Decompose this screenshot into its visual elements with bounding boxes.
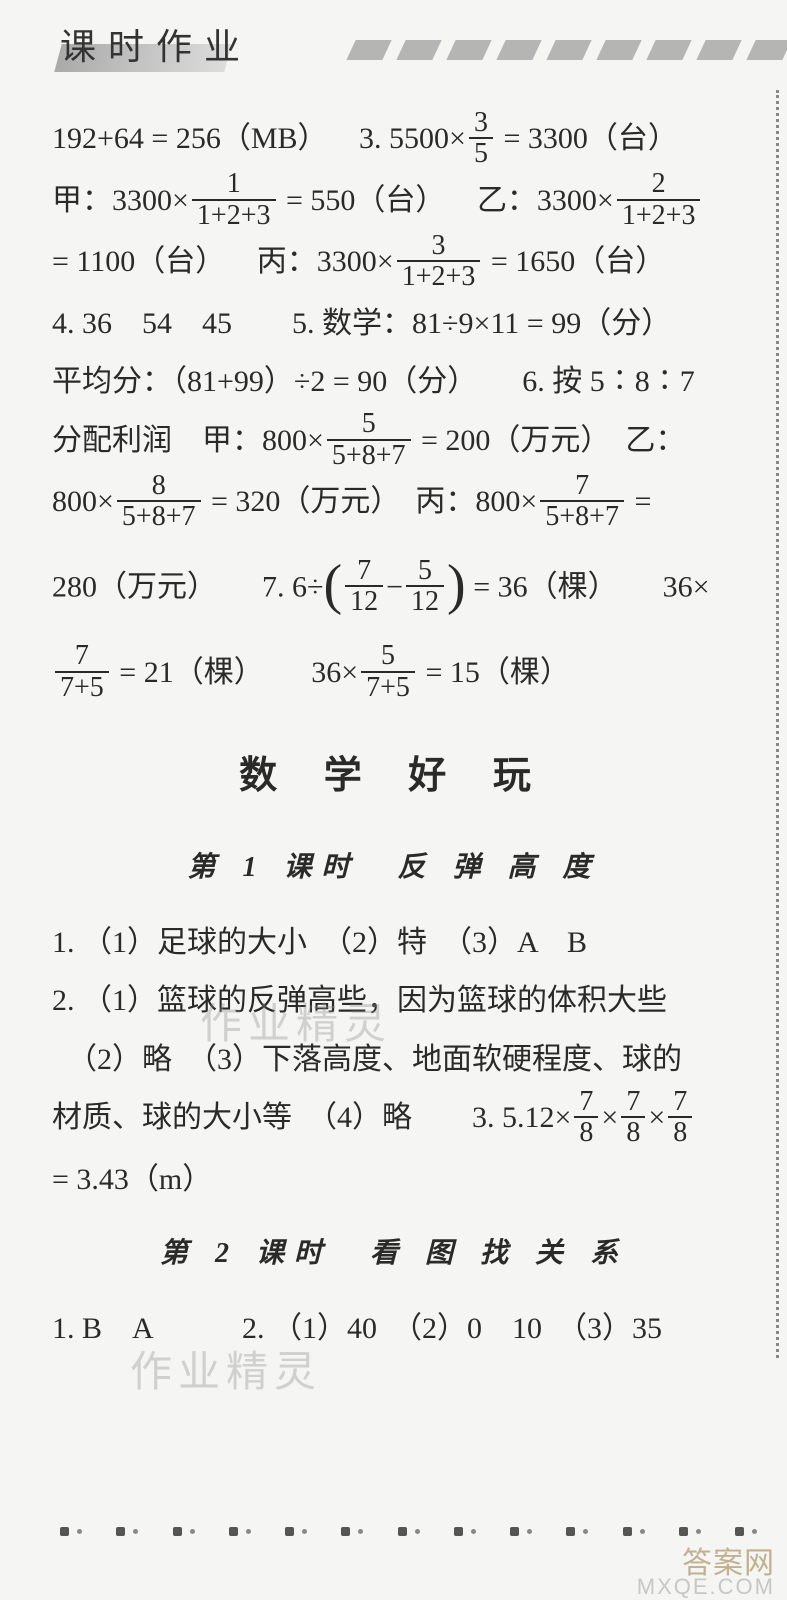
- expr: = 1100（台）: [52, 245, 225, 278]
- expr: 丙：3300×: [257, 245, 394, 278]
- expr: 800×: [52, 485, 114, 518]
- header-stripes: [351, 40, 787, 60]
- expr: 280（万元） 7. 6÷: [52, 570, 323, 603]
- expr: 甲：3300×: [52, 184, 189, 217]
- fraction: 31+2+3: [397, 231, 481, 292]
- expr: = 200（万元） 乙：: [414, 424, 686, 457]
- section-title: 数 学 好 玩: [52, 739, 736, 813]
- expr: 192+64 = 256（MB）: [52, 122, 328, 155]
- expr: 分配利润 甲：800×: [52, 424, 324, 457]
- fraction: 11+2+3: [192, 169, 276, 230]
- text-line: 平均分：（81+99）÷2 = 90（分） 6. 按 5∶8∶7: [52, 353, 736, 412]
- lesson-title-2: 第 2 课时 看 图 找 关 系: [52, 1227, 736, 1282]
- fraction: 85+8+7: [117, 471, 201, 532]
- expr: = 550（台）: [279, 184, 446, 217]
- expr: = 3300（台）: [496, 122, 678, 155]
- expr: 3. 5500×: [359, 122, 466, 155]
- fraction: 57+5: [361, 641, 415, 702]
- expr: = 36（棵） 36×: [466, 570, 710, 603]
- fraction: 78: [574, 1087, 598, 1148]
- text-line: 2. （1）篮球的反弹高些，因为篮球的体积大些: [52, 972, 736, 1031]
- expr: 乙：3300×: [477, 184, 614, 217]
- fraction: 35: [469, 108, 493, 169]
- fraction: 77+5: [55, 641, 109, 702]
- fraction: 55+8+7: [327, 409, 411, 470]
- expr: = 320（万元） 丙：800×: [204, 485, 538, 518]
- text-line: 800×85+8+7 = 320（万元） 丙：800×75+8+7 =: [52, 473, 736, 535]
- text-line: 分配利润 甲：800×55+8+7 = 200（万元） 乙：: [52, 412, 736, 474]
- text-line: 甲：3300×11+2+3 = 550（台） 乙：3300×21+2+3: [52, 172, 736, 234]
- corner-watermark-url: MXQE.COM: [637, 1574, 775, 1600]
- fraction: 512: [406, 556, 444, 617]
- text-line: 4. 36 54 45 5. 数学：81÷9×11 = 99（分）: [52, 295, 736, 354]
- fraction: 78: [621, 1087, 645, 1148]
- text-line: （2）略 （3）下落高度、地面软硬程度、球的: [52, 1031, 736, 1090]
- header-title: 课时作业: [60, 18, 252, 70]
- text-line: 77+5 = 21（棵） 36×57+5 = 15（棵）: [52, 644, 736, 706]
- expr: 材质、球的大小等 （4）略 3. 5.12×: [52, 1101, 571, 1134]
- text-line: = 3.43（m）: [52, 1151, 736, 1210]
- fraction: 78: [668, 1087, 692, 1148]
- content-body: 192+64 = 256（MB） 3. 5500×35 = 3300（台） 甲：…: [0, 90, 779, 1358]
- fraction: 712: [345, 556, 383, 617]
- expr: 36×: [311, 656, 358, 689]
- text-line: 材质、球的大小等 （4）略 3. 5.12×78×78×78: [52, 1089, 736, 1151]
- page-header: 课时作业: [0, 0, 787, 90]
- expr: = 1650（台）: [483, 245, 665, 278]
- expr: =: [627, 485, 651, 518]
- fraction: 75+8+7: [540, 471, 624, 532]
- lesson-title-1: 第 1 课时 反 弹 高 度: [52, 841, 736, 896]
- expr: = 21（棵）: [112, 656, 264, 689]
- text-line: 1. B A 2. （1）40 （2）0 10 （3）35: [52, 1300, 736, 1359]
- fraction: 21+2+3: [617, 169, 701, 230]
- text-line: 192+64 = 256（MB） 3. 5500×35 = 3300（台）: [52, 110, 736, 172]
- text-line: 280（万元） 7. 6÷(712−512) = 36（棵） 36×: [52, 535, 736, 644]
- text-line: 1. （1）足球的大小 （2）特 （3）A B: [52, 914, 736, 973]
- footer-dots: [60, 1527, 757, 1536]
- expr: = 15（棵）: [418, 656, 570, 689]
- text-line: = 1100（台） 丙：3300×31+2+3 = 1650（台）: [52, 233, 736, 295]
